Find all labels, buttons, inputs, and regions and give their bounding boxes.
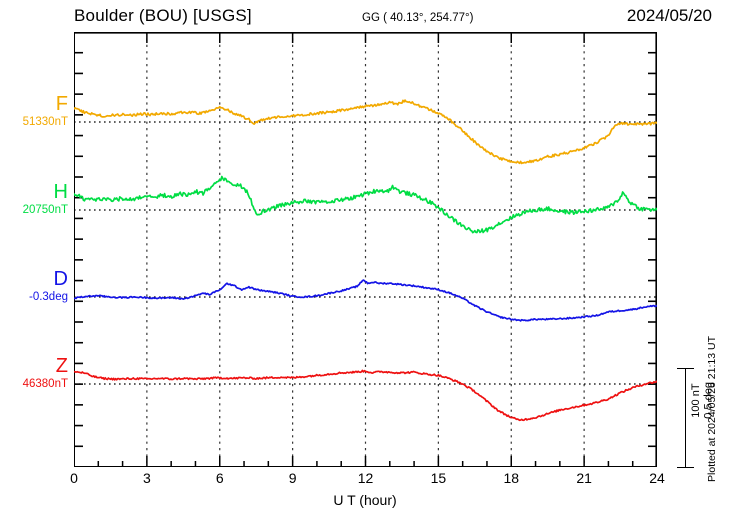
component-symbol-h: H <box>53 181 68 203</box>
component-label-f: F 51330nT <box>23 94 68 130</box>
trace-d <box>74 279 657 322</box>
component-label-z: Z 46380nT <box>23 356 68 392</box>
x-tick-label-21: 21 <box>576 470 592 486</box>
x-tick-label-0: 0 <box>70 470 78 486</box>
x-tick-label-3: 3 <box>142 470 151 486</box>
x-tick-label-24: 24 <box>649 470 665 486</box>
x-tick-label-15: 15 <box>430 470 447 486</box>
trace-h <box>74 175 657 234</box>
component-baseline-z: 46380nT <box>22 378 68 390</box>
station-title: Boulder (BOU) [USGS] <box>74 6 252 25</box>
component-label-d: D -0.3deg <box>29 269 68 305</box>
scale-bar: 100 nT 0.5 deg <box>676 368 715 468</box>
component-baseline-h: 20750nT <box>22 204 68 216</box>
data-traces <box>74 99 657 422</box>
component-symbol-f: F <box>55 93 68 115</box>
x-tick-label-9: 9 <box>288 470 297 486</box>
plot-canvas <box>74 32 657 467</box>
baselines <box>74 121 657 385</box>
component-symbol-d: D <box>53 268 68 290</box>
component-baseline-d: -0.3deg <box>28 291 68 303</box>
plotted-at-timestamp: Plotted at 2024/05/26 21:13 UT <box>706 336 718 482</box>
x-axis-ticks <box>74 32 657 467</box>
component-symbol-z: Z <box>55 355 68 377</box>
component-baseline-f: 51330nT <box>22 116 68 128</box>
trace-z <box>74 369 657 422</box>
observation-date: 2024/05/20 <box>626 6 712 25</box>
gridlines <box>146 32 585 467</box>
x-axis-label: U T (hour) <box>333 492 397 508</box>
x-tick-label-18: 18 <box>503 470 520 486</box>
trace-f <box>74 99 657 165</box>
y-axis-ticks <box>74 32 657 467</box>
scale-bar-cap-top <box>677 368 694 370</box>
x-tick-label-12: 12 <box>357 470 374 486</box>
geographic-coordinates: GG ( 40.13°, 254.77°) <box>362 12 474 24</box>
component-label-h: H 20750nT <box>23 182 68 218</box>
scale-bar-line <box>685 368 687 468</box>
scale-bar-cap-bottom <box>677 466 694 468</box>
x-tick-label-6: 6 <box>215 470 224 486</box>
